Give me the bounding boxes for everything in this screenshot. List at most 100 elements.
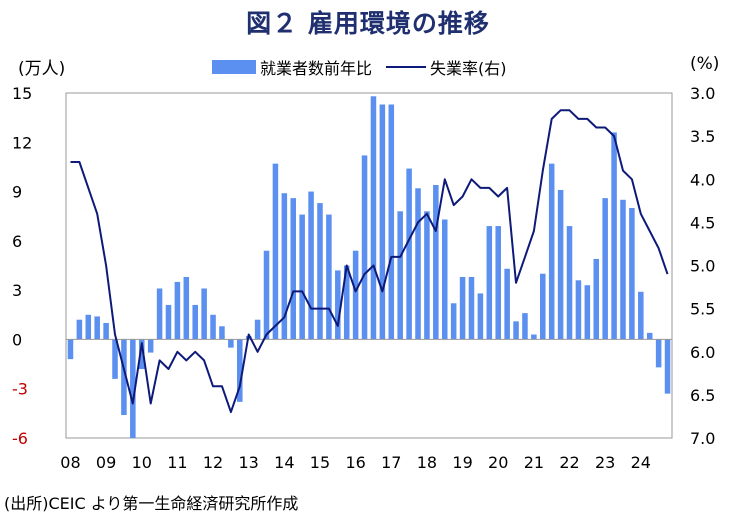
bar xyxy=(272,163,279,340)
bar xyxy=(459,277,466,340)
bar xyxy=(361,155,368,340)
x-tick-label: 15 xyxy=(310,453,330,472)
bar xyxy=(219,326,225,340)
bar xyxy=(566,226,573,340)
y-right-tick-label: 3.5 xyxy=(690,127,715,146)
plot-frame xyxy=(65,92,673,439)
bar xyxy=(522,313,528,340)
bar xyxy=(548,163,555,340)
bar xyxy=(210,314,216,340)
bar xyxy=(290,198,297,340)
right-axis-unit: (%) xyxy=(690,54,720,74)
bar xyxy=(593,258,600,340)
bar xyxy=(192,304,198,340)
legend-bar-swatch xyxy=(212,60,256,74)
bar xyxy=(611,132,617,340)
bar xyxy=(352,250,359,340)
y-right-tick-label: 6.0 xyxy=(690,343,715,362)
x-tick-label: 13 xyxy=(239,453,259,472)
bar xyxy=(424,211,430,340)
y-right-tick-label: 4.5 xyxy=(690,213,715,232)
bar xyxy=(201,288,207,340)
bar xyxy=(602,198,608,340)
bar xyxy=(281,193,288,340)
x-tick-label: 12 xyxy=(203,453,223,472)
bar xyxy=(495,226,501,340)
bar xyxy=(406,168,412,340)
y-left-tick-label: 12 xyxy=(12,133,32,152)
bar xyxy=(370,96,377,340)
bar xyxy=(655,339,662,368)
bar xyxy=(513,321,519,340)
bar xyxy=(531,334,537,340)
bar xyxy=(228,339,234,348)
bar xyxy=(138,339,145,369)
bar xyxy=(620,199,626,340)
x-tick-label: 10 xyxy=(132,453,152,472)
x-tick-label: 24 xyxy=(631,453,651,472)
bar xyxy=(147,339,154,353)
bar xyxy=(94,316,100,340)
bar xyxy=(165,304,172,340)
bar xyxy=(156,288,163,340)
bar xyxy=(379,104,386,340)
bar xyxy=(85,314,92,340)
x-tick-label: 21 xyxy=(524,453,544,472)
y-right-tick-label: 3.0 xyxy=(690,84,715,103)
x-tick-label: 19 xyxy=(452,453,472,472)
chart-title: 図２ 雇用環境の推移 xyxy=(246,9,490,38)
bar xyxy=(486,226,493,340)
unemployment-line xyxy=(70,109,669,414)
y-right-tick-label: 7.0 xyxy=(690,429,715,448)
x-tick-label: 16 xyxy=(345,453,365,472)
y-left-tick-label: 6 xyxy=(12,232,22,251)
x-tick-label: 08 xyxy=(60,453,80,472)
bar xyxy=(112,339,118,379)
bar xyxy=(299,214,305,340)
bar xyxy=(67,339,74,360)
bar xyxy=(468,277,475,340)
bar xyxy=(254,319,261,340)
bar xyxy=(638,291,644,340)
bar xyxy=(308,191,314,340)
legend: 就業者数前年比 失業率(右) xyxy=(212,55,507,79)
bar xyxy=(433,185,439,340)
source-note: (出所)CEIC より第一生命経済研究所作成 xyxy=(4,494,299,513)
bar xyxy=(343,265,350,340)
legend-line-label: 失業率(右) xyxy=(430,59,507,78)
y-right-tick-label: 5.5 xyxy=(690,300,715,319)
y-right-tick-label: 6.5 xyxy=(690,386,715,405)
bar xyxy=(450,303,457,340)
bar xyxy=(317,203,323,340)
y-left-tick-label: 15 xyxy=(12,84,32,103)
x-tick-label: 17 xyxy=(381,453,401,472)
y-right-tick-label: 4.0 xyxy=(690,170,715,189)
bar xyxy=(103,323,109,340)
bar xyxy=(335,270,341,340)
bar xyxy=(263,250,270,340)
bar xyxy=(121,339,127,415)
bar xyxy=(76,319,83,340)
bar xyxy=(130,339,136,438)
bar xyxy=(477,293,484,340)
bar xyxy=(174,281,181,340)
bar xyxy=(183,277,190,340)
bar xyxy=(646,332,653,340)
y-left-tick-label: -6 xyxy=(12,429,28,448)
bar xyxy=(388,104,395,340)
bar xyxy=(441,219,448,340)
legend-line-swatch xyxy=(386,66,427,68)
bar xyxy=(629,208,635,340)
bar xyxy=(584,285,591,340)
left-axis-unit: (万人) xyxy=(18,59,66,79)
y-left-tick-label: 0 xyxy=(12,330,22,349)
y-left-tick-label: 9 xyxy=(12,183,22,202)
x-tick-label: 14 xyxy=(274,453,294,472)
bar xyxy=(557,189,564,340)
bar xyxy=(326,214,332,340)
x-tick-label: 11 xyxy=(167,453,187,472)
bar xyxy=(540,273,546,340)
bar xyxy=(664,339,671,394)
bar xyxy=(397,211,403,340)
